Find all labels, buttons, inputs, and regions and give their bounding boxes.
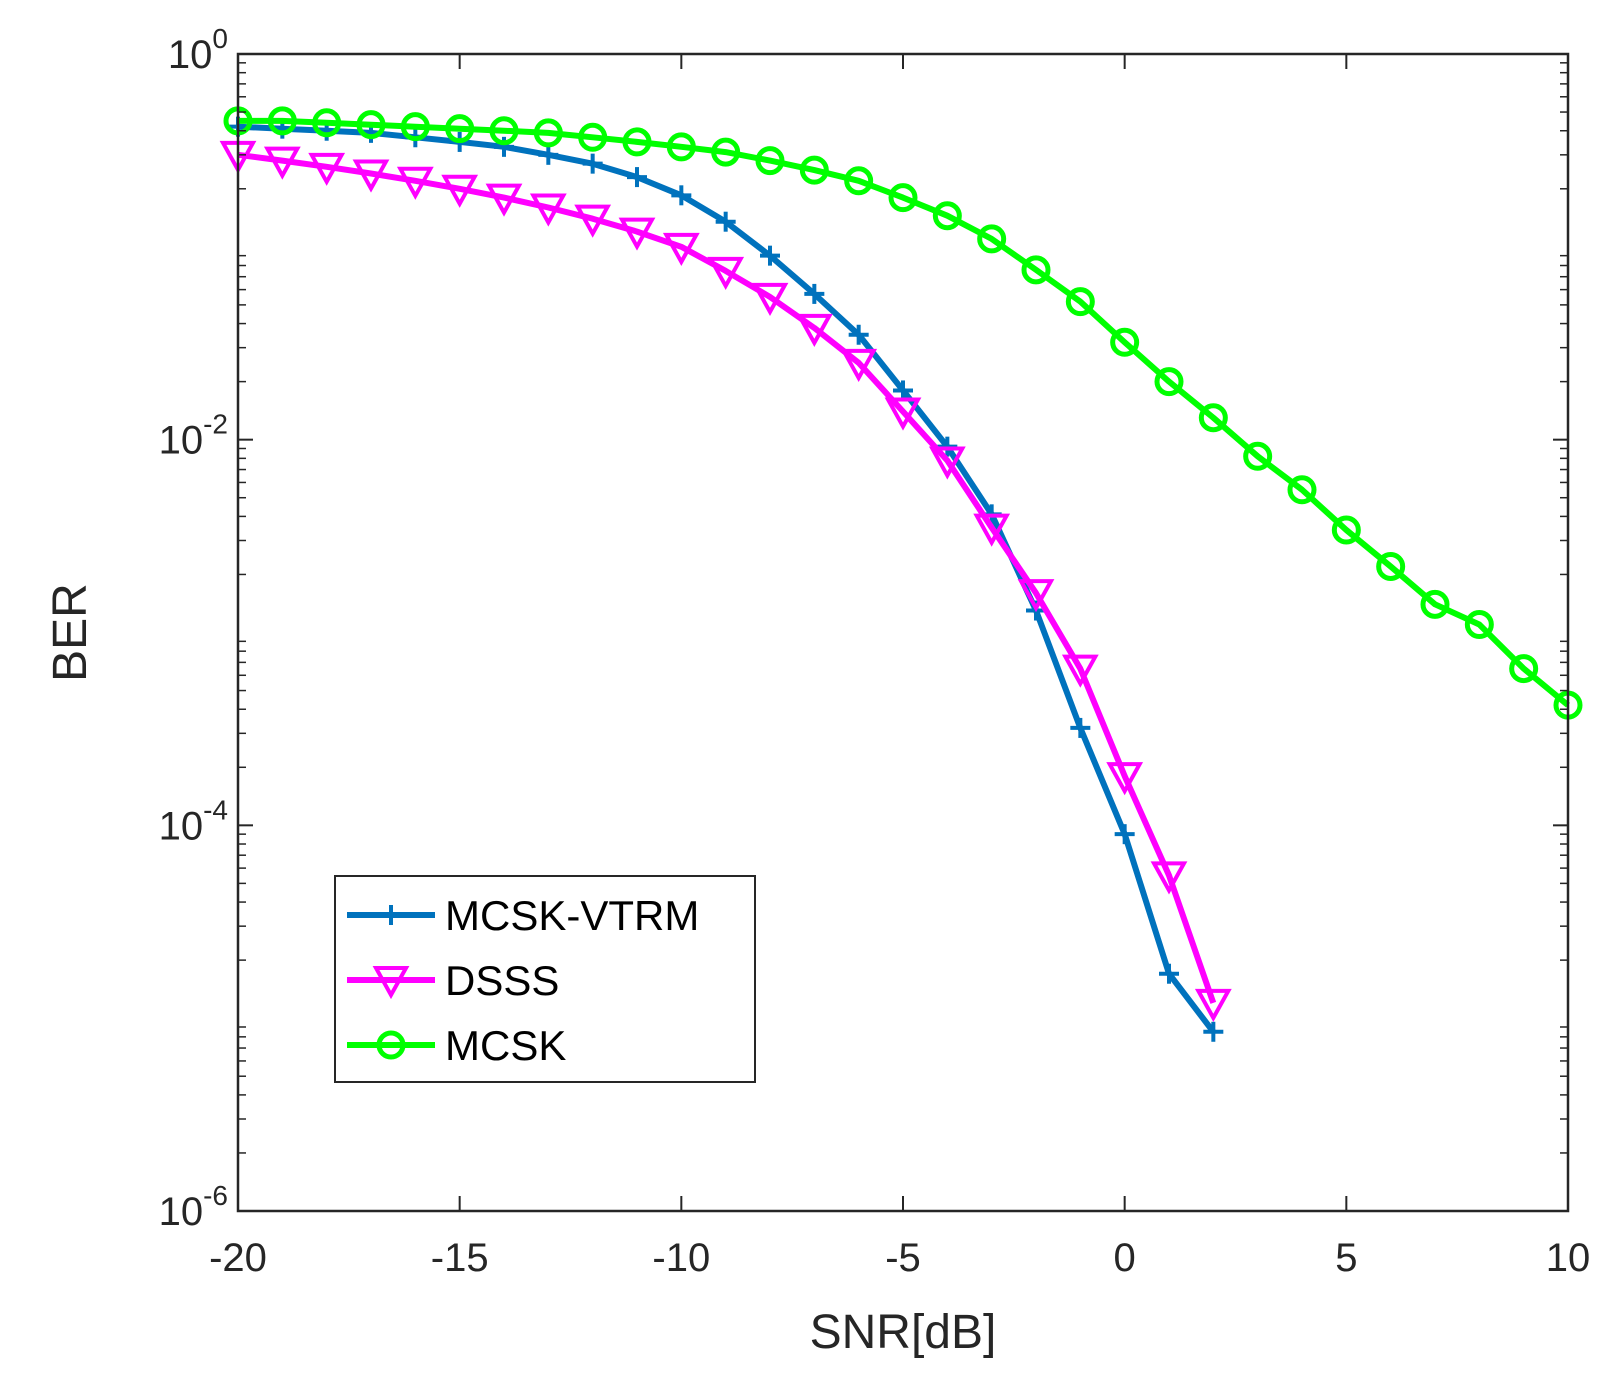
data-point (622, 127, 652, 157)
axes-box (236, 52, 1570, 1213)
data-point (1106, 762, 1144, 796)
data-point (755, 146, 785, 176)
y-tick-label: 100 (168, 23, 228, 77)
data-point (1061, 654, 1099, 688)
data-point (893, 380, 913, 401)
data-point (795, 313, 833, 347)
data-point (267, 106, 297, 136)
data-point (973, 513, 1011, 547)
data-point (928, 446, 966, 480)
data-point (574, 204, 612, 238)
x-tick-label: 10 (1546, 1236, 1591, 1280)
legend-label: MCSK-VTRM (445, 892, 699, 939)
x-tick-label: -10 (652, 1236, 710, 1280)
data-point (1159, 963, 1179, 984)
x-tick-label: 5 (1335, 1236, 1357, 1280)
data-point (582, 153, 603, 174)
data-point (308, 152, 346, 186)
data-point (760, 245, 780, 266)
data-point (1110, 327, 1140, 357)
data-point (1287, 475, 1317, 505)
data-point (312, 108, 342, 138)
data-point (977, 224, 1007, 254)
data-point (356, 110, 386, 140)
data-point (494, 136, 514, 157)
x-tick-label: -5 (885, 1236, 921, 1280)
data-point (538, 144, 559, 165)
legend-marker (372, 966, 410, 1000)
data-point (1376, 551, 1406, 581)
series-dsss (219, 140, 1232, 1023)
x-axis-label: SNR[dB] (810, 1306, 997, 1359)
data-point (932, 201, 962, 231)
data-point (489, 116, 519, 146)
data-point (1420, 589, 1450, 619)
legend-marker (376, 1030, 406, 1060)
axes-layer: 100 10-2 10-4 10-6-20 -15 -10 -5 0 5 10 (159, 23, 1591, 1280)
data-point (1017, 579, 1055, 613)
legend-label: DSSS (445, 957, 559, 1004)
data-point (1243, 441, 1273, 471)
data-point (352, 159, 390, 193)
y-tick-label: 10-2 (159, 409, 228, 463)
x-tick-label: -15 (431, 1236, 489, 1280)
data-point (1150, 861, 1188, 895)
series-line (237, 151, 1217, 1004)
data-point (578, 122, 608, 152)
legend-label: MCSK (445, 1022, 566, 1069)
x-tick-label: 0 (1114, 1236, 1136, 1280)
data-point (396, 166, 434, 200)
data-point (618, 217, 656, 251)
data-point (844, 166, 874, 196)
series-line (238, 117, 1570, 708)
x-tick-label: -20 (209, 1236, 267, 1280)
data-point (533, 118, 563, 148)
data-point (529, 193, 567, 227)
data-point (751, 282, 789, 317)
data-point (888, 183, 918, 213)
legend: MCSK-VTRM DSSS MCSK (334, 875, 756, 1083)
legend-item-mcsk-vtrm: MCSK-VTRM (347, 892, 699, 939)
legend-item-dsss: DSSS (347, 957, 559, 1004)
data-point (671, 185, 692, 206)
data-point (1114, 824, 1135, 845)
data-point (707, 256, 745, 291)
data-point (1154, 367, 1184, 397)
data-point (1331, 515, 1361, 545)
data-point (1065, 287, 1095, 317)
data-point (441, 174, 479, 208)
data-point (840, 348, 878, 383)
legend-item-mcsk: MCSK (347, 1022, 566, 1069)
data-point (485, 183, 523, 217)
y-tick-label: 10-4 (159, 794, 228, 848)
data-point (1021, 255, 1051, 285)
data-point (799, 155, 829, 185)
data-point (627, 167, 647, 188)
data-point (1198, 403, 1228, 433)
data-point (848, 324, 869, 345)
legend-marker (381, 905, 401, 925)
data-point (711, 137, 741, 167)
data-point (1464, 610, 1494, 640)
data-point (804, 283, 825, 304)
data-point (1194, 988, 1232, 1023)
data-point (400, 112, 430, 142)
data-point (884, 397, 922, 431)
data-point (1203, 1021, 1224, 1042)
data-point (662, 232, 700, 266)
y-tick-label: 10-6 (159, 1180, 228, 1234)
data-point (1509, 654, 1539, 684)
data-point (715, 211, 736, 232)
data-point (263, 146, 301, 180)
data-point (666, 132, 696, 162)
data-point (1070, 717, 1091, 738)
data-point (445, 114, 475, 144)
y-axis-label: BER (44, 583, 97, 682)
